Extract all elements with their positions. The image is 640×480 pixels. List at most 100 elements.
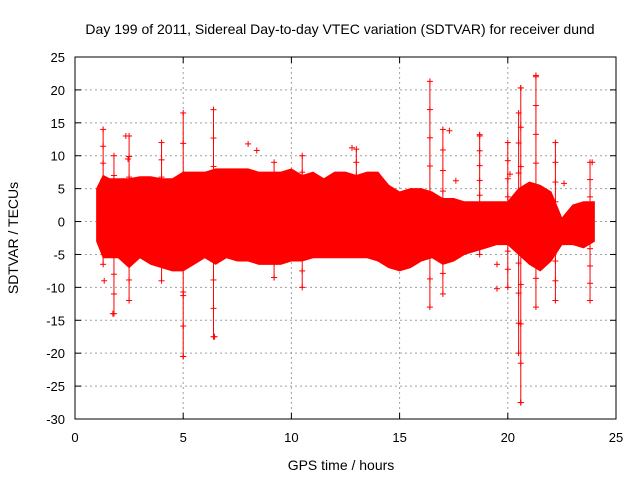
- x-tick-label: 10: [284, 430, 298, 445]
- data-point: [439, 126, 446, 133]
- data-point: [180, 323, 187, 330]
- data-point: [210, 276, 217, 283]
- data-point: [110, 192, 117, 199]
- y-tick-label: 0: [58, 215, 65, 230]
- data-point: [587, 297, 594, 304]
- data-point: [532, 160, 539, 167]
- data-point: [271, 260, 278, 267]
- data-point: [126, 174, 133, 181]
- data-point: [100, 261, 107, 268]
- data-point: [504, 139, 511, 146]
- data-point: [353, 251, 360, 258]
- data-point: [476, 207, 483, 214]
- data-point: [299, 284, 306, 291]
- data-point: [271, 245, 278, 252]
- data-point: [126, 276, 133, 283]
- data-point: [299, 152, 306, 159]
- data-point: [180, 231, 187, 238]
- y-tick-label: 15: [51, 116, 65, 131]
- data-point: [158, 191, 165, 198]
- data-point-outlier: [109, 310, 116, 317]
- data-point: [552, 297, 559, 304]
- data-point: [426, 304, 433, 311]
- data-point-outlier: [271, 274, 278, 281]
- data-point-outlier: [493, 285, 500, 292]
- data-point: [110, 152, 117, 159]
- data-point: [517, 163, 524, 170]
- data-point: [210, 248, 217, 255]
- data-point-outlier: [476, 131, 483, 138]
- data-point: [552, 258, 559, 265]
- data-point: [426, 78, 433, 85]
- data-point: [299, 169, 306, 176]
- data-point: [353, 146, 360, 153]
- data-point: [587, 280, 594, 287]
- data-point: [180, 109, 187, 116]
- data-point: [504, 284, 511, 291]
- data-point: [552, 218, 559, 225]
- y-tick-label: -20: [46, 346, 65, 361]
- data-point: [426, 247, 433, 254]
- y-tick-label: -15: [46, 313, 65, 328]
- data-point: [271, 188, 278, 195]
- data-point: [439, 167, 446, 174]
- chart-title: Day 199 of 2011, Sidereal Day-to-day VTE…: [85, 21, 594, 37]
- data-point-outlier: [211, 333, 218, 340]
- data-point: [110, 211, 117, 218]
- data-point: [299, 235, 306, 241]
- data-point: [517, 281, 524, 288]
- data-point: [504, 175, 511, 182]
- data-point: [504, 211, 511, 218]
- data-point: [439, 290, 446, 297]
- data-point: [126, 235, 133, 242]
- data-point: [158, 225, 165, 232]
- data-point: [439, 270, 446, 277]
- data-point-outlier: [446, 127, 453, 134]
- data-point: [158, 156, 165, 163]
- data-point: [210, 106, 217, 113]
- data-point-outlier: [493, 261, 500, 268]
- data-point: [110, 271, 117, 278]
- data-point: [100, 210, 107, 217]
- data-point: [517, 320, 524, 327]
- data-point: [504, 230, 511, 237]
- data-point: [517, 202, 524, 209]
- data-point: [299, 218, 306, 225]
- data-point-outlier: [245, 140, 252, 147]
- data-point: [158, 277, 165, 284]
- data-point: [439, 249, 446, 256]
- x-axis-label: GPS time / hours: [288, 457, 395, 473]
- plot-frame: [74, 56, 617, 420]
- data-point: [353, 238, 360, 245]
- data-point: [426, 106, 433, 113]
- axis-ticks: 0 5 10 15 20 25 -30 -25 -20 -15 -10 -5 0 5 10 15 20 25: [46, 50, 623, 445]
- data-point: [552, 277, 559, 284]
- data-point: [504, 266, 511, 273]
- data-point: [426, 219, 433, 226]
- data-point: [532, 246, 539, 253]
- y-tick-label: 10: [51, 149, 65, 164]
- data-point: [299, 202, 306, 209]
- y-tick-label: -5: [53, 247, 65, 262]
- data-point: [587, 245, 594, 252]
- data-point: [587, 193, 594, 200]
- data-point: [210, 135, 217, 142]
- y-tick-label: -10: [46, 280, 65, 295]
- data-point: [110, 251, 117, 258]
- data-point: [439, 188, 446, 195]
- data-point: [353, 225, 360, 232]
- data-point: [100, 244, 107, 251]
- data-point: [476, 236, 483, 243]
- data-point: [532, 304, 539, 311]
- data-point: [532, 102, 539, 109]
- data-point: [158, 243, 165, 250]
- data-point: [476, 221, 483, 228]
- y-tick-label: -30: [46, 412, 65, 427]
- data-point-outlier: [532, 72, 539, 79]
- data-point: [439, 208, 446, 215]
- data-point: [180, 262, 187, 269]
- data-point: [587, 228, 594, 235]
- data-point: [299, 251, 306, 258]
- y-tick-label: 20: [51, 83, 65, 98]
